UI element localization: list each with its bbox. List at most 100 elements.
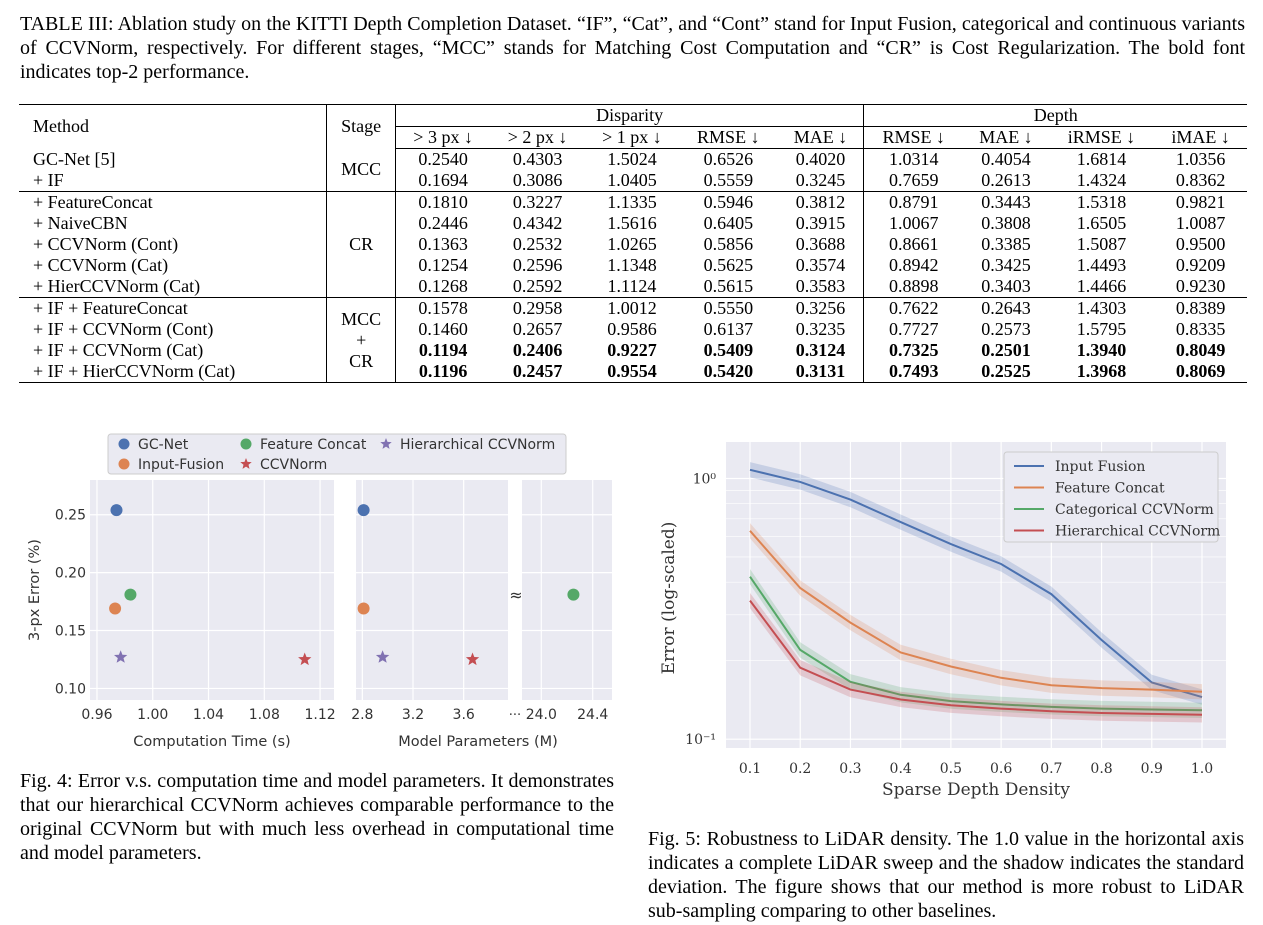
legend-marker	[240, 438, 252, 450]
legend-label: Hierarchical CCVNorm	[400, 437, 555, 453]
value-cell: 0.4054	[981, 149, 1031, 169]
stage-label: +	[356, 329, 367, 350]
x-tick-label: 0.9	[1141, 761, 1163, 777]
table-row: + IF + HierCCVNorm (Cat) 0.1196 0.2457 0.95…	[19, 361, 1247, 383]
data-point-time	[124, 588, 137, 601]
series-std-band	[750, 593, 1202, 723]
x-tick-label: 1.04	[193, 707, 224, 723]
table-row: + CCVNorm (Cont) 0.1363 0.2532 1.0265 0.5856…	[19, 234, 1247, 255]
value-cell: 0.6526	[703, 149, 754, 169]
table-row: GC-Net [5] MCC 0.2540 0.4303 1.5024 0.6526 0.4…	[19, 148, 1247, 192]
value-cell: 0.2657	[512, 319, 563, 339]
data-point-params	[357, 602, 370, 615]
header-stage: Stage	[326, 104, 396, 149]
value-cell: 0.4020	[795, 149, 846, 169]
value-cell: 0.2573	[981, 319, 1031, 339]
legend-label: Categorical CCVNorm	[1055, 502, 1214, 518]
method-cell: + IF + CCVNorm (Cont)	[33, 319, 214, 339]
y-axis-label: 3-px Error (%)	[27, 539, 43, 641]
x-tick-label: 24.0	[526, 707, 557, 723]
value-cell: 0.3688	[795, 234, 846, 254]
value-cell: 0.3808	[981, 213, 1031, 233]
value-cell: 0.8049	[1175, 340, 1226, 360]
header-col: MAE ↓	[777, 126, 864, 149]
value-cell: 0.1810	[394, 191, 491, 213]
value-cell: 0.2592	[512, 276, 563, 296]
legend-marker	[380, 438, 392, 449]
axis-break-symbol: ≈	[509, 586, 522, 605]
method-cell: + IF + FeatureConcat	[33, 298, 188, 318]
table-caption: TABLE III: Ablation study on the KITTI D…	[20, 12, 1245, 84]
value-cell: 1.5087	[1076, 234, 1127, 254]
value-cell: 0.8069	[1175, 361, 1226, 381]
value-cell: 0.5615	[703, 276, 754, 296]
value-cell: 1.0067	[863, 213, 964, 234]
value-cell: 0.3385	[981, 234, 1031, 254]
data-point-params	[567, 588, 580, 601]
value-cell: 0.8335	[1175, 319, 1226, 339]
stage-cell: MCC + CR	[326, 297, 396, 383]
value-cell: 0.2613	[981, 170, 1031, 190]
ablation-table: Method Stage Disparity Depth > 3 px ↓ > 2…	[19, 104, 1247, 383]
value-cell: 0.1460	[394, 319, 491, 340]
data-point-time	[110, 504, 123, 517]
value-cell: 1.0356	[1175, 149, 1226, 169]
method-cell: + FeatureConcat	[33, 192, 153, 212]
series-line	[749, 468, 1203, 699]
value-cell: 0.3086	[512, 170, 563, 190]
value-cell: 1.4493	[1076, 255, 1127, 275]
x-tick-label: 1.12	[304, 707, 335, 723]
value-cell: 0.3245	[795, 170, 846, 190]
header-col: MAE ↓	[963, 126, 1049, 149]
data-point-params	[357, 504, 370, 517]
value-cell: 0.5559	[703, 170, 754, 190]
value-cell: 0.1194	[394, 340, 491, 361]
value-cell: 1.6505	[1076, 213, 1127, 233]
value-cell: 0.5856	[703, 234, 754, 254]
method-cell: GC-Net [5]	[33, 148, 116, 169]
x-tick-label: 0.7	[1040, 761, 1062, 777]
stage-label: CR	[349, 350, 374, 371]
axis-break-dots: ···	[509, 708, 521, 723]
x-tick-label: 0.5	[940, 761, 962, 777]
fig5-caption-text: Robustness to LiDAR density. The 1.0 val…	[648, 828, 1244, 922]
y-tick-label: 0.15	[55, 624, 86, 640]
value-cell: 0.7493	[863, 361, 964, 383]
data-point-params	[375, 650, 390, 663]
value-cell: 0.2958	[512, 298, 563, 318]
value-cell: 1.5616	[607, 213, 657, 233]
stage-cell: MCC	[326, 148, 396, 192]
value-cell: 0.2525	[981, 361, 1031, 381]
value-cell: 0.2596	[512, 255, 563, 275]
value-cell: 0.9500	[1175, 234, 1226, 254]
data-point-time	[109, 602, 122, 615]
value-cell: 0.1268	[394, 276, 491, 298]
table-row: + IF + CCVNorm (Cat) 0.1194 0.2406 0.9227 0.…	[19, 340, 1247, 361]
x-tick-label: 0.3	[839, 761, 861, 777]
method-cell: + CCVNorm (Cat)	[33, 255, 169, 275]
value-cell: 0.3443	[981, 192, 1031, 212]
value-cell: 1.1124	[607, 276, 657, 296]
legend-label: Feature Concat	[1055, 481, 1165, 497]
data-point-time	[298, 652, 312, 666]
value-cell: 0.8362	[1175, 170, 1226, 190]
value-cell: 1.1348	[607, 255, 657, 275]
x-tick-label: 1.0	[1191, 761, 1213, 777]
value-cell: 1.5795	[1076, 319, 1127, 339]
value-cell: 0.1254	[394, 255, 491, 276]
legend-marker	[118, 438, 130, 450]
legend-box	[1003, 451, 1219, 543]
y-tick-label: 0.25	[55, 508, 86, 524]
x-tick-label: 0.96	[81, 707, 112, 723]
legend-marker	[240, 458, 252, 469]
value-cell: 0.9821	[1175, 192, 1226, 212]
table-row: + HierCCVNorm (Cat) 0.1268 0.2592 1.1124 0.5…	[19, 276, 1247, 298]
x-tick-label: 3.6	[453, 707, 475, 723]
header-col: > 2 px ↓	[490, 126, 585, 149]
header-col: > 3 px ↓	[394, 126, 491, 149]
header-col: RMSE ↓	[679, 126, 778, 149]
series-std-band	[750, 462, 1202, 705]
x-tick-label: 0.2	[789, 761, 811, 777]
fig4-chart: 0.10 0.15 0.20 0.25 0.96 1.00 1.04 1.08 1.12 2.8 3…	[27, 433, 612, 750]
legend-label: Input-Fusion	[138, 457, 224, 473]
